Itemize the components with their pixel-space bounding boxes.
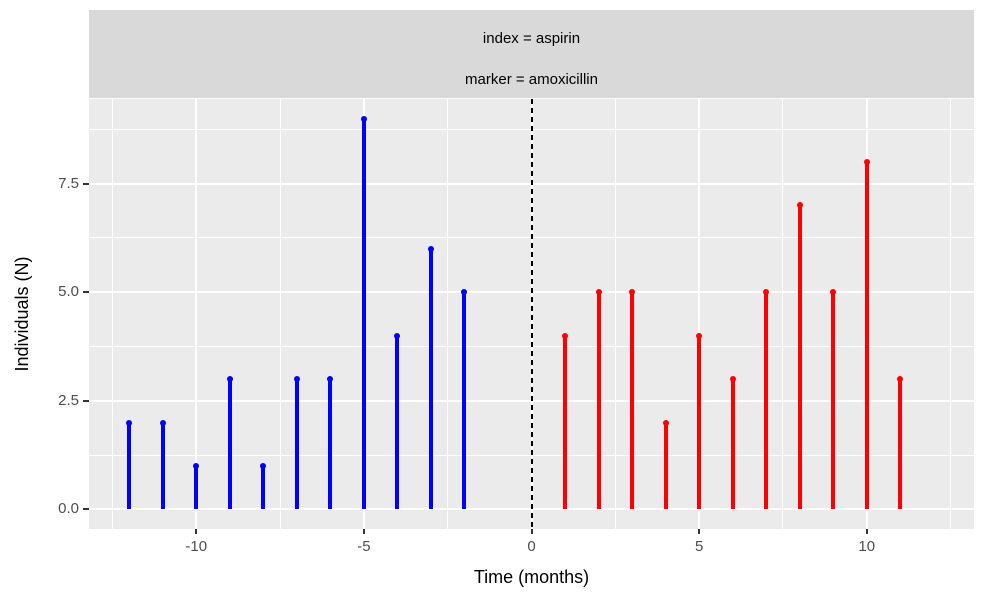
index-date-reference-line [530, 99, 533, 529]
stem-point [863, 158, 870, 165]
strip-label-marker: marker = amoxicillin [465, 71, 598, 88]
y-tick-label: 7.5 [58, 174, 79, 192]
stem-point [696, 332, 703, 339]
minor-gridline-x [614, 99, 616, 529]
stem-segment [596, 292, 601, 510]
stem-segment [328, 379, 333, 510]
strip-label-index: index = aspirin [482, 30, 581, 47]
stem-point [830, 289, 837, 296]
stem-segment [160, 422, 165, 510]
stem-point [562, 332, 569, 339]
x-axis-tick [865, 529, 868, 534]
y-axis-tick [83, 399, 89, 402]
stem-point [193, 463, 200, 470]
stem-segment [630, 292, 635, 510]
stem-point [327, 376, 334, 383]
plot-panel [89, 99, 974, 529]
y-axis-title: Individuals (N) [12, 256, 32, 372]
stem-point [729, 376, 736, 383]
stem-segment [697, 335, 702, 510]
x-axis-title: Time (months) [473, 567, 590, 587]
stem-point [662, 419, 669, 426]
x-axis-tick [195, 529, 198, 534]
minor-gridline-x [447, 99, 449, 529]
stem-segment [462, 292, 467, 510]
x-axis-tick [530, 529, 533, 534]
major-gridline-x [195, 99, 198, 529]
stem-point [427, 245, 434, 252]
facet-strip: index = aspirin marker = amoxicillin [89, 10, 974, 98]
stem-point [360, 115, 367, 122]
stem-segment [898, 379, 903, 510]
stem-segment [563, 335, 568, 510]
stem-point [629, 289, 636, 296]
minor-gridline-x [950, 99, 952, 529]
stem-point [897, 376, 904, 383]
y-tick-label: 2.5 [58, 391, 79, 409]
minor-gridline-x [111, 99, 113, 529]
x-tick-label: 5 [694, 538, 704, 555]
y-axis-tick [83, 508, 89, 511]
stem-segment [864, 161, 869, 510]
x-tick-label: 0 [527, 538, 536, 555]
stem-segment [261, 466, 266, 510]
stem-segment [294, 379, 299, 510]
stem-point [226, 376, 233, 383]
major-gridline-x [698, 99, 701, 529]
minor-gridline-x [279, 99, 281, 529]
stem-segment [764, 292, 769, 510]
stem-point [260, 463, 267, 470]
y-tick-label: 5.0 [58, 283, 79, 301]
stem-segment [127, 422, 132, 510]
stem-segment [227, 379, 232, 510]
y-axis-tick [83, 182, 89, 185]
x-tick-label: 10 [858, 538, 876, 555]
minor-gridline-x [782, 99, 784, 529]
stem-point [126, 419, 133, 426]
stem-point [763, 289, 770, 296]
stem-point [293, 376, 300, 383]
stem-point [595, 289, 602, 296]
x-axis-tick [362, 529, 365, 534]
x-tick-label: -5 [357, 538, 371, 555]
stem-segment [194, 466, 199, 510]
stem-segment [428, 248, 433, 510]
stem-segment [361, 118, 366, 510]
stem-point [461, 289, 468, 296]
y-axis-tick [83, 291, 89, 294]
stem-point [394, 332, 401, 339]
y-tick-label: 0.0 [58, 500, 79, 518]
x-axis-tick [698, 529, 701, 534]
stem-segment [831, 292, 836, 510]
stem-point [796, 202, 803, 209]
stem-segment [395, 335, 400, 510]
x-tick-label: -10 [185, 538, 208, 555]
stem-segment [663, 422, 668, 510]
stem-segment [730, 379, 735, 510]
stem-segment [797, 205, 802, 510]
stem-point [159, 419, 166, 426]
